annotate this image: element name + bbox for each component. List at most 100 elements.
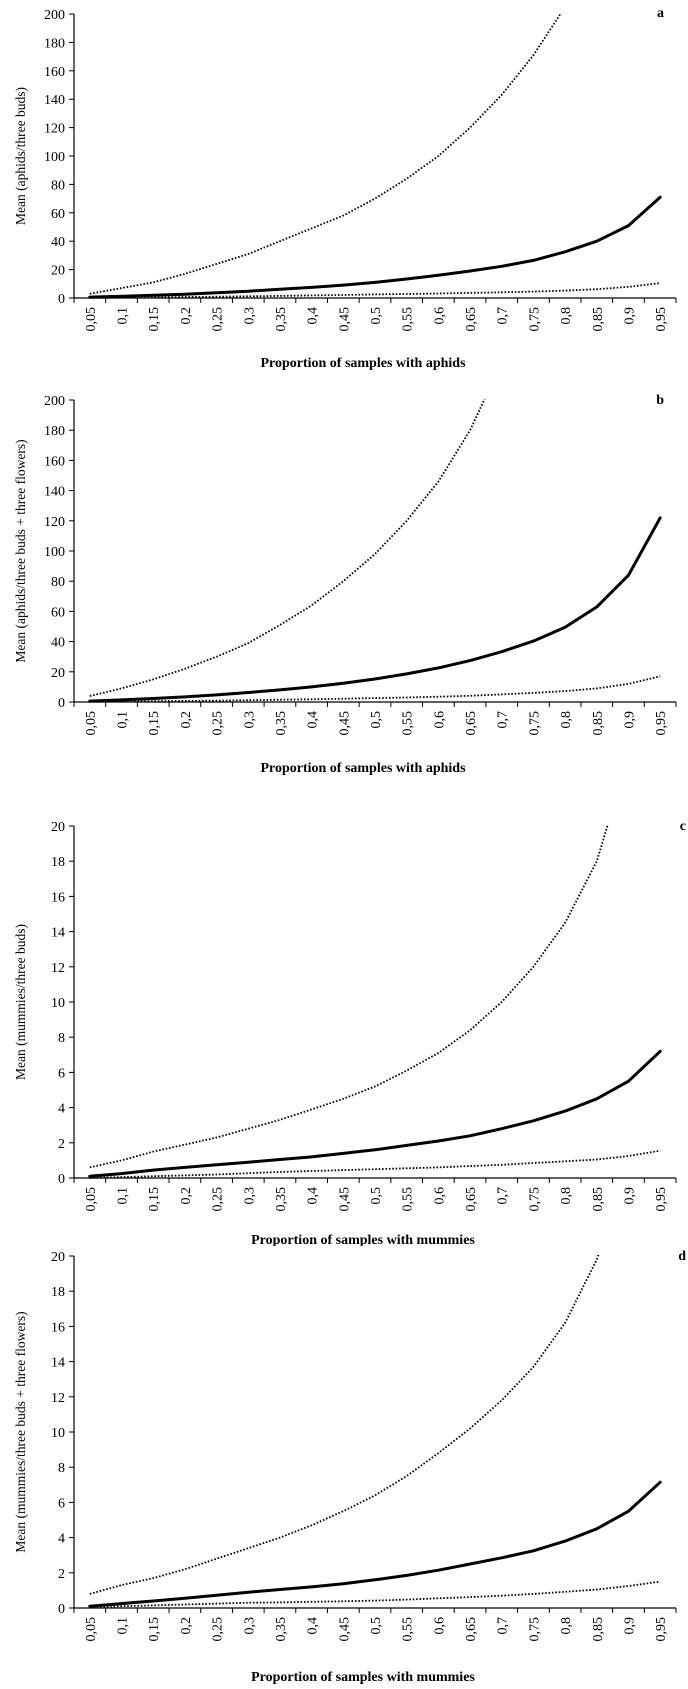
series-line-mean xyxy=(88,195,662,299)
x-tick-label: 0,05 xyxy=(84,1187,99,1212)
x-tick-label: 0,15 xyxy=(147,307,162,332)
x-tick-label: 0,25 xyxy=(211,711,226,736)
x-tick-label: 0,25 xyxy=(211,1617,226,1642)
y-tick-label: 160 xyxy=(44,454,65,469)
x-tick-label: 0,5 xyxy=(369,307,384,325)
y-tick-label: 0 xyxy=(58,1602,65,1617)
x-tick-label: 0,6 xyxy=(432,307,447,325)
y-tick-label: 8 xyxy=(58,1031,65,1046)
panel-letter: c xyxy=(680,819,686,834)
x-tick-label: 0,1 xyxy=(116,1187,131,1205)
x-tick-label: 0,7 xyxy=(496,711,511,729)
y-tick-label: 6 xyxy=(58,1496,65,1511)
y-tick-label: 4 xyxy=(58,1102,65,1117)
x-tick-label: 0,55 xyxy=(401,711,416,736)
panel-letter: a xyxy=(657,6,664,21)
chart-panel-c: 0 2 4 6 8 10 12 14 16 18 20 0,05 0,1 0,15 0,2 0,25 0,3 0,… xyxy=(0,816,688,1246)
y-axis-label: Mean (mummies/three buds) xyxy=(13,924,28,1080)
y-tick-label: 40 xyxy=(51,235,65,250)
chart-svg: 0 20 40 60 80 100 120 140 160 180 200 0,05 0,1 0,15 0,… xyxy=(13,393,677,776)
y-tick-label: 100 xyxy=(44,545,65,560)
y-tick-label: 4 xyxy=(58,1532,65,1547)
chart-svg: 0 2 4 6 8 10 12 14 16 18 20 0,05 0,1 0,15 0,2 0,25 0,3 0,… xyxy=(13,1249,686,1685)
x-tick-label: 0,2 xyxy=(179,307,194,325)
x-tick-label: 0,8 xyxy=(559,1187,574,1205)
y-tick-label: 16 xyxy=(51,1320,65,1335)
x-tick-label: 0,55 xyxy=(401,1617,416,1642)
x-tick-label: 0,65 xyxy=(464,1187,479,1212)
x-tick-label: 0,75 xyxy=(527,307,542,332)
x-tick-label: 0,25 xyxy=(211,307,226,332)
y-tick-label: 100 xyxy=(44,150,65,165)
x-tick-label: 0,6 xyxy=(432,711,447,729)
x-tick-label: 0,15 xyxy=(147,1617,162,1642)
series-line-lower xyxy=(89,1149,661,1179)
y-tick-label: 200 xyxy=(44,394,65,409)
y-tick-label: 6 xyxy=(58,1066,65,1081)
y-tick-label: 60 xyxy=(51,605,65,620)
y-tick-label: 18 xyxy=(51,1285,65,1300)
x-tick-label: 0,45 xyxy=(337,711,352,736)
y-tick-label: 8 xyxy=(58,1461,65,1476)
x-tick-label: 0,55 xyxy=(401,307,416,332)
x-tick-label: 0,2 xyxy=(179,1617,194,1635)
x-tick-label: 0,45 xyxy=(337,1617,352,1642)
x-tick-label: 0,5 xyxy=(369,1187,384,1205)
x-tick-label: 0,3 xyxy=(242,307,257,325)
x-axis-label: Proportion of samples with aphids xyxy=(260,356,466,371)
y-tick-label: 20 xyxy=(51,820,65,835)
x-tick-label: 0,9 xyxy=(622,307,637,325)
chart-panel-b: 0 20 40 60 80 100 120 140 160 180 200 0,05 0,1 0,15 0,… xyxy=(0,392,688,814)
x-tick-label: 0,65 xyxy=(464,1617,479,1642)
x-tick-label: 0,15 xyxy=(147,1187,162,1212)
x-tick-label: 0,3 xyxy=(242,711,257,729)
x-tick-label: 0,3 xyxy=(242,1617,257,1635)
y-tick-label: 18 xyxy=(51,855,65,870)
x-tick-label: 0,7 xyxy=(496,1617,511,1635)
y-tick-label: 160 xyxy=(44,65,65,80)
y-tick-label: 2 xyxy=(58,1567,65,1582)
x-tick-label: 0,35 xyxy=(274,1187,289,1212)
y-tick-label: 0 xyxy=(58,292,65,307)
x-tick-label: 0,9 xyxy=(622,1617,637,1635)
x-tick-label: 0,1 xyxy=(116,711,131,729)
y-tick-label: 0 xyxy=(58,1172,65,1187)
x-tick-label: 0,55 xyxy=(401,1187,416,1212)
y-tick-label: 14 xyxy=(51,1356,65,1371)
x-tick-label: 0,75 xyxy=(527,1187,542,1212)
series-line-upper xyxy=(89,1255,600,1595)
series-line-upper xyxy=(89,399,486,697)
chart-panel-d: 0 2 4 6 8 10 12 14 16 18 20 0,05 0,1 0,15 0,2 0,25 0,3 0,… xyxy=(0,1246,688,1689)
x-tick-label: 0,4 xyxy=(306,1187,321,1205)
chart-svg: 0 20 40 60 80 100 120 140 160 180 200 0,05 0,1 0,15 0,… xyxy=(13,6,677,371)
x-tick-label: 0,15 xyxy=(147,711,162,736)
y-tick-label: 60 xyxy=(51,207,65,222)
x-tick-label: 0,8 xyxy=(559,1617,574,1635)
x-tick-label: 0,75 xyxy=(527,711,542,736)
x-tick-label: 0,1 xyxy=(116,1617,131,1635)
x-tick-label: 0,95 xyxy=(654,1187,669,1212)
x-tick-label: 0,4 xyxy=(306,1617,321,1635)
y-tick-label: 140 xyxy=(44,485,65,500)
chart-svg: 0 2 4 6 8 10 12 14 16 18 20 0,05 0,1 0,15 0,2 0,25 0,3 0,… xyxy=(13,819,686,1246)
panel-letter: b xyxy=(656,393,664,408)
series-line-mean xyxy=(88,1480,662,1608)
y-axis-label: Mean (aphids/three buds) xyxy=(13,87,28,225)
x-tick-label: 0,85 xyxy=(591,307,606,332)
x-tick-label: 0,4 xyxy=(306,307,321,325)
y-tick-label: 180 xyxy=(44,36,65,51)
x-tick-label: 0,65 xyxy=(464,307,479,332)
x-tick-label: 0,95 xyxy=(654,307,669,332)
y-tick-label: 80 xyxy=(51,178,65,193)
y-tick-label: 20 xyxy=(51,264,65,279)
x-axis-label: Proportion of samples with mummies xyxy=(251,1670,475,1685)
x-tick-label: 0,25 xyxy=(211,1187,226,1212)
y-axis-label: Mean (mummies/three buds + three flowers… xyxy=(13,1311,28,1552)
x-tick-label: 0,1 xyxy=(116,307,131,325)
x-tick-label: 0,45 xyxy=(337,307,352,332)
x-tick-label: 0,95 xyxy=(654,1617,669,1642)
y-tick-label: 10 xyxy=(51,1426,65,1441)
y-tick-label: 120 xyxy=(44,122,65,137)
panel-letter: d xyxy=(678,1249,686,1264)
x-axis-label: Proportion of samples with aphids xyxy=(260,761,466,776)
